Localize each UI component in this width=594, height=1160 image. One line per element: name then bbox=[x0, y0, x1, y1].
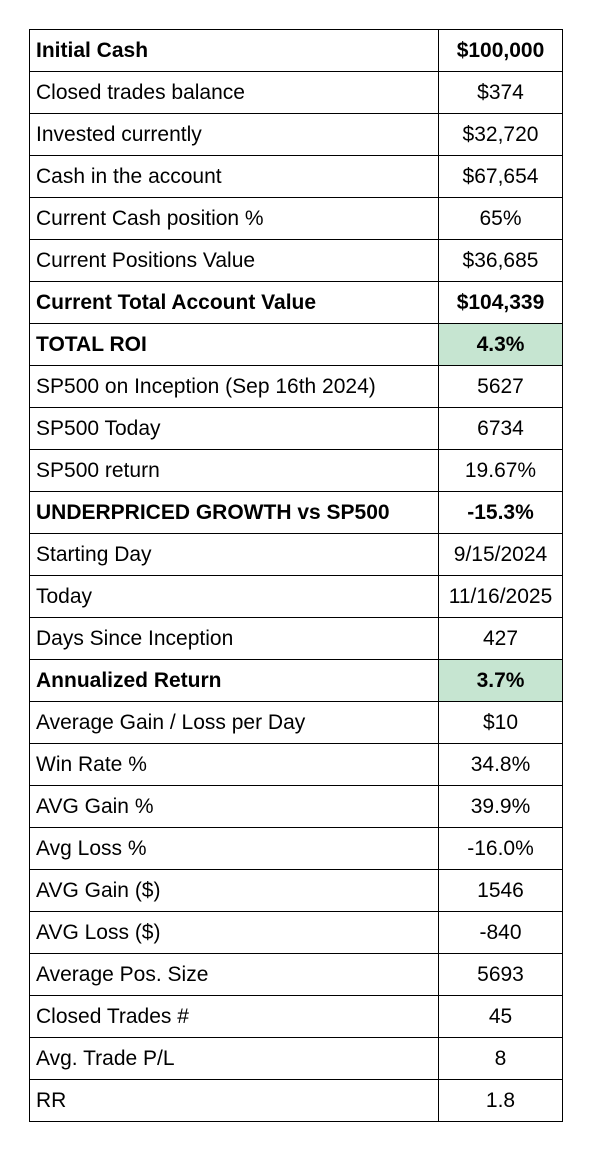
table-row: Average Gain / Loss per Day $10 bbox=[29, 701, 563, 744]
metric-value: 3.7% bbox=[438, 659, 563, 702]
metric-value: 39.9% bbox=[438, 785, 563, 828]
table-row: Current Positions Value $36,685 bbox=[29, 239, 563, 282]
metric-label: Current Cash position % bbox=[29, 197, 439, 240]
table-row: Starting Day 9/15/2024 bbox=[29, 533, 563, 576]
metric-value: -15.3% bbox=[438, 491, 563, 534]
metric-value: $100,000 bbox=[438, 29, 563, 72]
table-row: Invested currently $32,720 bbox=[29, 113, 563, 156]
table-row: Avg Loss % -16.0% bbox=[29, 827, 563, 870]
metric-label: UNDERPRICED GROWTH vs SP500 bbox=[29, 491, 439, 534]
metric-value: 19.67% bbox=[438, 449, 563, 492]
metric-value: 4.3% bbox=[438, 323, 563, 366]
metric-value: -16.0% bbox=[438, 827, 563, 870]
table-row: RR 1.8 bbox=[29, 1079, 563, 1122]
table-row: SP500 Today 6734 bbox=[29, 407, 563, 450]
metric-label: Avg. Trade P/L bbox=[29, 1037, 439, 1080]
metric-label: Days Since Inception bbox=[29, 617, 439, 660]
metric-label: AVG Gain ($) bbox=[29, 869, 439, 912]
table-row: Today 11/16/2025 bbox=[29, 575, 563, 618]
table-row: TOTAL ROI 4.3% bbox=[29, 323, 563, 366]
metric-label: Closed Trades # bbox=[29, 995, 439, 1038]
metric-value: $67,654 bbox=[438, 155, 563, 198]
metric-label: SP500 on Inception (Sep 16th 2024) bbox=[29, 365, 439, 408]
metric-label: RR bbox=[29, 1079, 439, 1122]
metric-value: 65% bbox=[438, 197, 563, 240]
metric-label: Current Total Account Value bbox=[29, 281, 439, 324]
table-row: Win Rate % 34.8% bbox=[29, 743, 563, 786]
metric-value: $36,685 bbox=[438, 239, 563, 282]
metric-label: AVG Gain % bbox=[29, 785, 439, 828]
metric-value: $10 bbox=[438, 701, 563, 744]
metric-label: Starting Day bbox=[29, 533, 439, 576]
stats-table-body: Initial Cash $100,000 Closed trades balanc… bbox=[29, 29, 563, 1122]
metric-label: Current Positions Value bbox=[29, 239, 439, 282]
table-row: Initial Cash $100,000 bbox=[29, 29, 563, 72]
metric-value: -840 bbox=[438, 911, 563, 954]
metric-label: Today bbox=[29, 575, 439, 618]
table-row: UNDERPRICED GROWTH vs SP500 -15.3% bbox=[29, 491, 563, 534]
table-row: SP500 return 19.67% bbox=[29, 449, 563, 492]
table-row: Current Total Account Value $104,339 bbox=[29, 281, 563, 324]
table-row: Days Since Inception 427 bbox=[29, 617, 563, 660]
metric-value: 11/16/2025 bbox=[438, 575, 563, 618]
metric-value: 427 bbox=[438, 617, 563, 660]
metric-label: Average Pos. Size bbox=[29, 953, 439, 996]
table-row: Closed Trades #45 bbox=[29, 995, 563, 1038]
table-row: AVG Gain ($) 1546 bbox=[29, 869, 563, 912]
metric-label: SP500 Today bbox=[29, 407, 439, 450]
metric-value: 8 bbox=[438, 1037, 563, 1080]
metric-label: Closed trades balance bbox=[29, 71, 439, 114]
metric-label: Avg Loss % bbox=[29, 827, 439, 870]
metric-value: $104,339 bbox=[438, 281, 563, 324]
table-row: Average Pos. Size 5693 bbox=[29, 953, 563, 996]
metric-value: $374 bbox=[438, 71, 563, 114]
metric-value: $32,720 bbox=[438, 113, 563, 156]
metric-value: 34.8% bbox=[438, 743, 563, 786]
metric-label: AVG Loss ($) bbox=[29, 911, 439, 954]
table-row: Current Cash position % 65% bbox=[29, 197, 563, 240]
metric-value: 9/15/2024 bbox=[438, 533, 563, 576]
metric-value: 1546 bbox=[438, 869, 563, 912]
table-row: Annualized Return 3.7% bbox=[29, 659, 563, 702]
metric-value: 5627 bbox=[438, 365, 563, 408]
table-row: Closed trades balance $374 bbox=[29, 71, 563, 114]
metric-value: 5693 bbox=[438, 953, 563, 996]
metric-label: Initial Cash bbox=[29, 29, 439, 72]
metric-label: Cash in the account bbox=[29, 155, 439, 198]
metric-value: 45 bbox=[438, 995, 563, 1038]
metric-label: Annualized Return bbox=[29, 659, 439, 702]
metric-label: SP500 return bbox=[29, 449, 439, 492]
portfolio-stats-table: Initial Cash $100,000 Closed trades balanc… bbox=[29, 29, 563, 1122]
table-row: AVG Gain % 39.9% bbox=[29, 785, 563, 828]
table-row: Avg. Trade P/L 8 bbox=[29, 1037, 563, 1080]
table-row: SP500 on Inception (Sep 16th 2024) 5627 bbox=[29, 365, 563, 408]
table-row: AVG Loss ($) -840 bbox=[29, 911, 563, 954]
metric-label: TOTAL ROI bbox=[29, 323, 439, 366]
metric-value: 6734 bbox=[438, 407, 563, 450]
metric-label: Average Gain / Loss per Day bbox=[29, 701, 439, 744]
metric-value: 1.8 bbox=[438, 1079, 563, 1122]
table-row: Cash in the account $67,654 bbox=[29, 155, 563, 198]
metric-label: Win Rate % bbox=[29, 743, 439, 786]
metric-label: Invested currently bbox=[29, 113, 439, 156]
